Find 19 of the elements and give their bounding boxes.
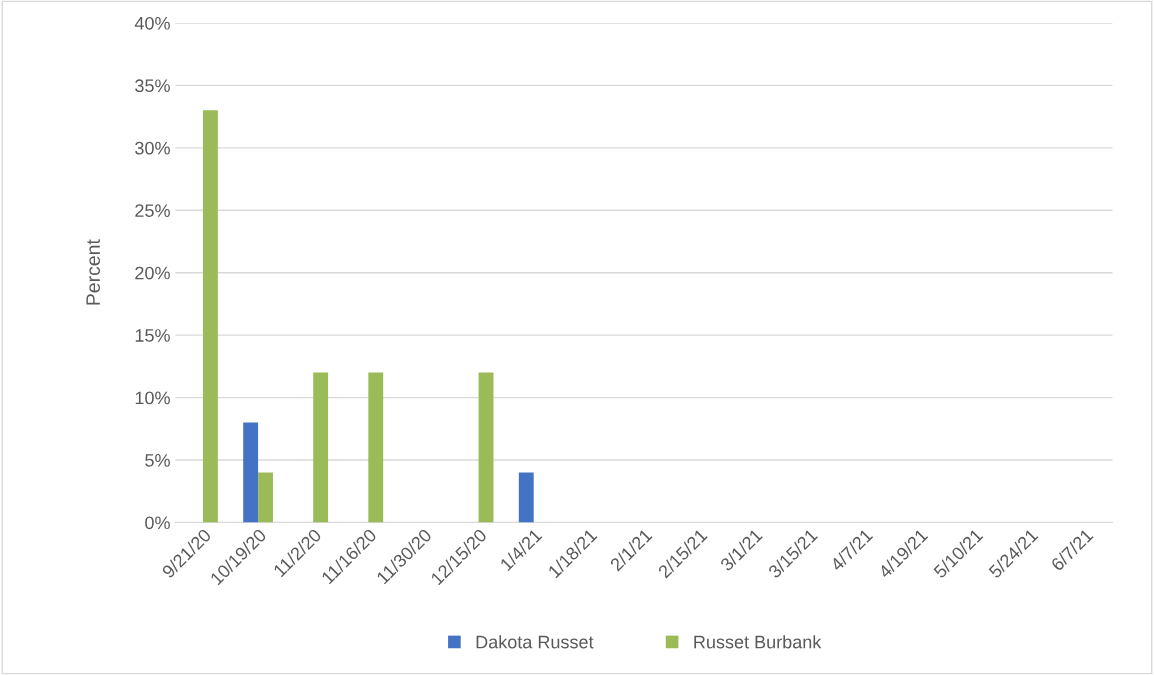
y-tick-label: 40% bbox=[134, 16, 170, 30]
y-tick-label: 15% bbox=[135, 329, 170, 342]
bar bbox=[313, 372, 329, 523]
y-axis-title: Percent bbox=[86, 239, 101, 305]
bar bbox=[243, 422, 259, 523]
y-tick-label: 5% bbox=[145, 454, 170, 467]
y-tick-label: 35% bbox=[135, 79, 170, 93]
y-tick-label: 25% bbox=[135, 204, 170, 217]
bar bbox=[258, 472, 273, 523]
y-tick-label: 0% bbox=[145, 516, 170, 530]
y-tick-label: 30% bbox=[135, 141, 170, 155]
bar bbox=[202, 110, 218, 523]
legend-label: Dakota Russet bbox=[476, 635, 594, 649]
bar bbox=[518, 472, 534, 523]
bar bbox=[478, 372, 494, 523]
bar bbox=[368, 372, 384, 523]
legend-label: Russet Burbank bbox=[694, 635, 822, 649]
y-tick-label: 20% bbox=[135, 266, 170, 280]
y-tick-label: 10% bbox=[135, 391, 170, 405]
